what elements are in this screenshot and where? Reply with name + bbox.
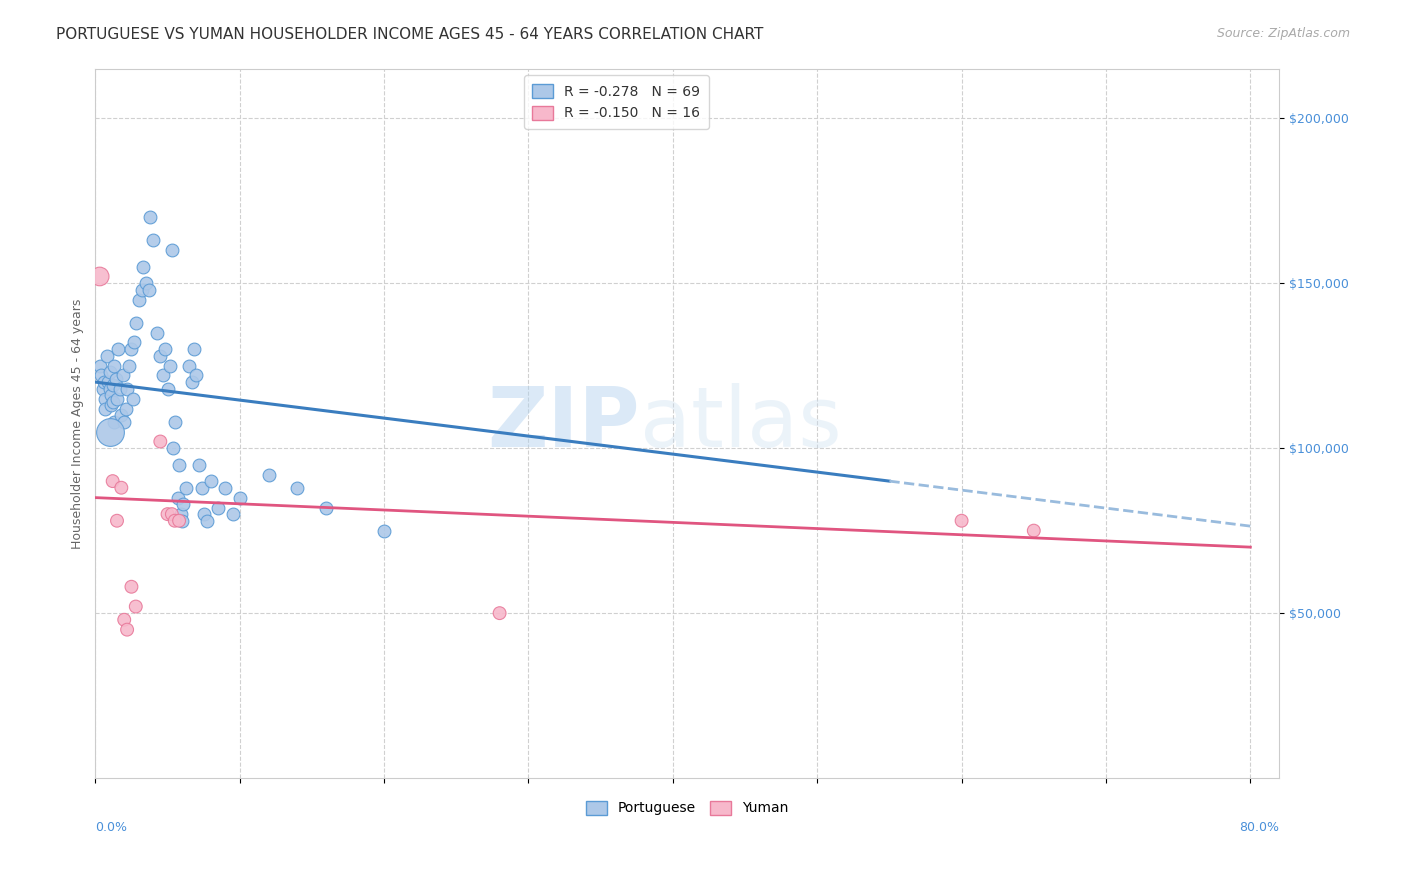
- Point: [122, 392, 145, 406]
- Point: [152, 368, 174, 383]
- Point: [103, 415, 125, 429]
- Point: [146, 326, 169, 340]
- Point: [186, 368, 208, 383]
- Point: [89, 269, 111, 284]
- Point: [139, 210, 162, 224]
- Point: [97, 375, 120, 389]
- Point: [100, 398, 122, 412]
- Point: [488, 606, 510, 620]
- Point: [120, 580, 142, 594]
- Point: [110, 481, 132, 495]
- Point: [1022, 524, 1045, 538]
- Point: [131, 283, 153, 297]
- Point: [91, 382, 114, 396]
- Y-axis label: Householder Income Ages 45 - 64 years: Householder Income Ages 45 - 64 years: [72, 298, 84, 549]
- Text: PORTUGUESE VS YUMAN HOUSEHOLDER INCOME AGES 45 - 64 YEARS CORRELATION CHART: PORTUGUESE VS YUMAN HOUSEHOLDER INCOME A…: [56, 27, 763, 42]
- Point: [98, 382, 121, 396]
- Point: [160, 507, 183, 521]
- Point: [193, 507, 215, 521]
- Point: [103, 359, 125, 373]
- Point: [125, 599, 148, 614]
- Point: [188, 458, 211, 472]
- Point: [160, 243, 183, 257]
- Text: Source: ZipAtlas.com: Source: ZipAtlas.com: [1216, 27, 1350, 40]
- Point: [149, 349, 172, 363]
- Point: [101, 395, 124, 409]
- Point: [105, 392, 128, 406]
- Point: [94, 392, 117, 406]
- Text: 0.0%: 0.0%: [96, 821, 128, 834]
- Point: [96, 349, 118, 363]
- Point: [207, 500, 229, 515]
- Point: [115, 382, 138, 396]
- Point: [162, 441, 184, 455]
- Point: [93, 375, 115, 389]
- Point: [100, 388, 122, 402]
- Point: [101, 378, 124, 392]
- Text: atlas: atlas: [640, 383, 842, 464]
- Point: [200, 474, 222, 488]
- Point: [94, 401, 117, 416]
- Point: [163, 514, 186, 528]
- Point: [159, 359, 181, 373]
- Point: [149, 434, 172, 449]
- Point: [181, 375, 204, 389]
- Point: [176, 481, 198, 495]
- Point: [128, 293, 150, 307]
- Point: [104, 372, 127, 386]
- Point: [373, 524, 395, 538]
- Text: ZIP: ZIP: [488, 383, 640, 464]
- Point: [117, 359, 139, 373]
- Point: [112, 613, 135, 627]
- Point: [191, 481, 214, 495]
- Point: [90, 368, 112, 383]
- Point: [214, 481, 236, 495]
- Point: [124, 335, 146, 350]
- Text: 80.0%: 80.0%: [1239, 821, 1279, 834]
- Point: [138, 283, 160, 297]
- Point: [163, 415, 186, 429]
- Point: [156, 382, 179, 396]
- Point: [108, 382, 131, 396]
- Point: [229, 491, 252, 505]
- Point: [166, 491, 188, 505]
- Point: [120, 342, 142, 356]
- Point: [110, 408, 132, 422]
- Point: [111, 368, 134, 383]
- Point: [170, 514, 193, 528]
- Point: [101, 474, 124, 488]
- Point: [98, 425, 121, 439]
- Point: [167, 514, 190, 528]
- Point: [135, 276, 157, 290]
- Point: [221, 507, 243, 521]
- Point: [132, 260, 155, 274]
- Point: [156, 507, 179, 521]
- Point: [169, 507, 191, 521]
- Point: [195, 514, 218, 528]
- Point: [183, 342, 205, 356]
- Point: [105, 514, 128, 528]
- Point: [142, 233, 165, 247]
- Point: [114, 401, 136, 416]
- Point: [950, 514, 973, 528]
- Point: [112, 415, 135, 429]
- Point: [257, 467, 280, 482]
- Point: [98, 365, 121, 379]
- Point: [107, 342, 129, 356]
- Legend: Portuguese, Yuman: Portuguese, Yuman: [581, 795, 794, 821]
- Point: [287, 481, 309, 495]
- Point: [125, 316, 148, 330]
- Point: [153, 342, 176, 356]
- Point: [179, 359, 201, 373]
- Point: [115, 623, 138, 637]
- Point: [167, 458, 190, 472]
- Point: [172, 497, 194, 511]
- Point: [315, 500, 337, 515]
- Point: [89, 359, 111, 373]
